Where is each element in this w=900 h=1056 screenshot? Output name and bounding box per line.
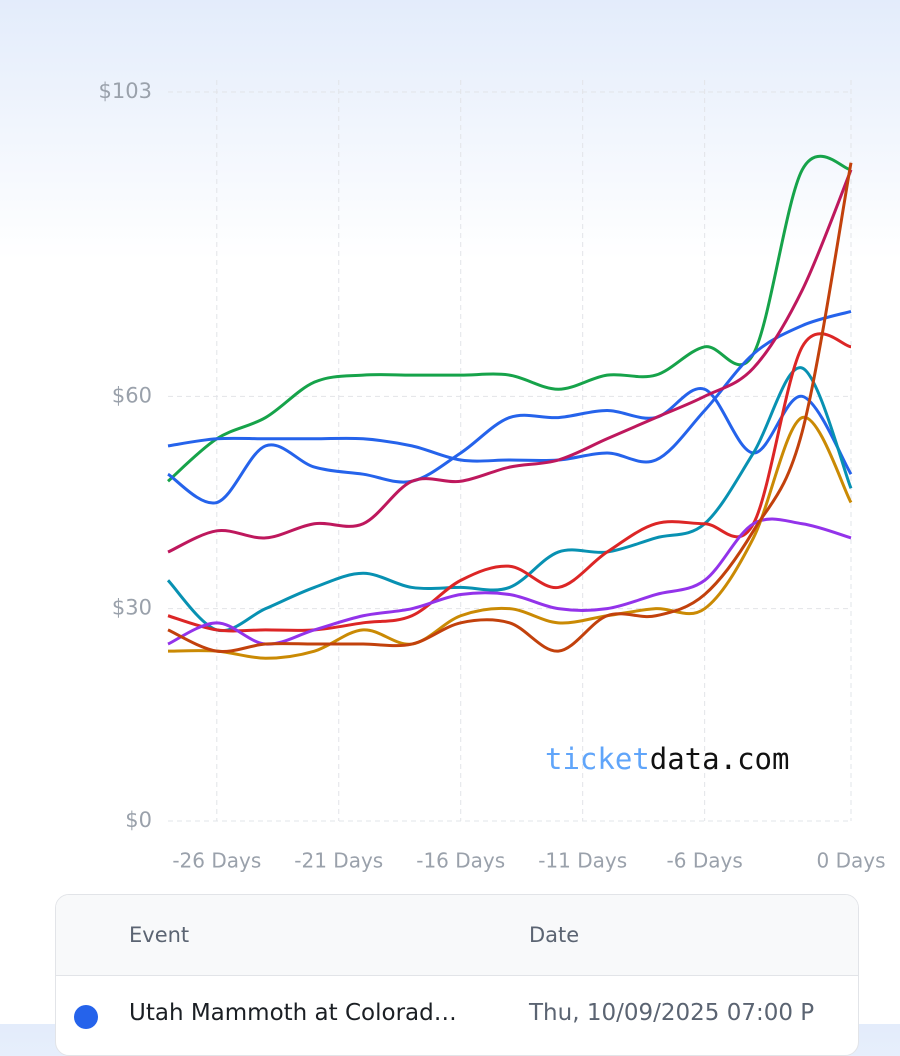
series-line xyxy=(166,366,853,633)
series-line xyxy=(167,309,852,464)
x-tick-label: -21 Days xyxy=(294,849,383,873)
header-cell: Event xyxy=(129,923,190,947)
series-line xyxy=(167,387,853,505)
series-line xyxy=(167,154,852,483)
x-tick-label: -16 Days xyxy=(416,849,505,873)
series-line xyxy=(167,162,853,654)
table-header: Event Date xyxy=(56,895,858,976)
header-cell: Date xyxy=(529,923,580,947)
table-row[interactable]: Utah Mammoth at Colorad… Thu, 10/09/2025… xyxy=(56,976,858,1055)
x-tick-label: -11 Days xyxy=(538,849,627,873)
series-line xyxy=(167,169,853,554)
y-tick-label: $30 xyxy=(112,596,152,620)
series-line xyxy=(167,332,852,633)
x-tick-label: -26 Days xyxy=(172,849,261,873)
watermark-part: data.com xyxy=(650,742,790,776)
y-tick-label: $60 xyxy=(112,383,152,407)
event-table: Event Date Utah Mammoth at Colorad… Thu,… xyxy=(55,894,859,1056)
x-tick-label: 0 Days xyxy=(817,849,886,873)
chart: 0 Days -6 Days -11 Days -16 Days -21 Days -26… xyxy=(99,79,886,873)
watermark-part: ticket xyxy=(545,742,650,776)
x-tick-label: -6 Days xyxy=(667,849,743,873)
date-cell: Thu, 10/09/2025 07:00 P xyxy=(529,1000,815,1026)
series-line xyxy=(167,416,853,660)
y-tick-label: $103 xyxy=(99,79,152,103)
y-tick-label: $0 xyxy=(125,808,152,832)
watermark: ticketdata.com xyxy=(545,742,789,776)
series-dot xyxy=(74,1005,98,1029)
event-cell: Utah Mammoth at Colorad… xyxy=(129,1000,457,1026)
